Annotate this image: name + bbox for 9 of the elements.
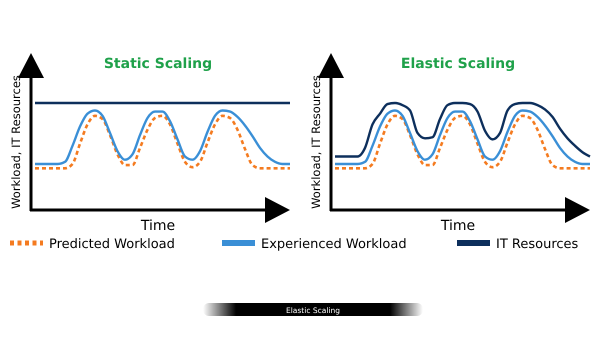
chart-title: Static Scaling: [104, 56, 212, 72]
x-axis-title: Time: [440, 218, 476, 234]
legend-label: Experienced Workload: [261, 237, 407, 252]
y-axis-title: Workload, IT Resources: [9, 75, 23, 209]
x-axis-title: Time: [140, 218, 176, 234]
chart-title: Elastic Scaling: [400, 56, 516, 72]
legend-label: IT Resources: [496, 237, 579, 252]
y-axis-title: Workload, IT Resources: [309, 75, 323, 209]
legend-label: Predicted Workload: [49, 237, 175, 252]
